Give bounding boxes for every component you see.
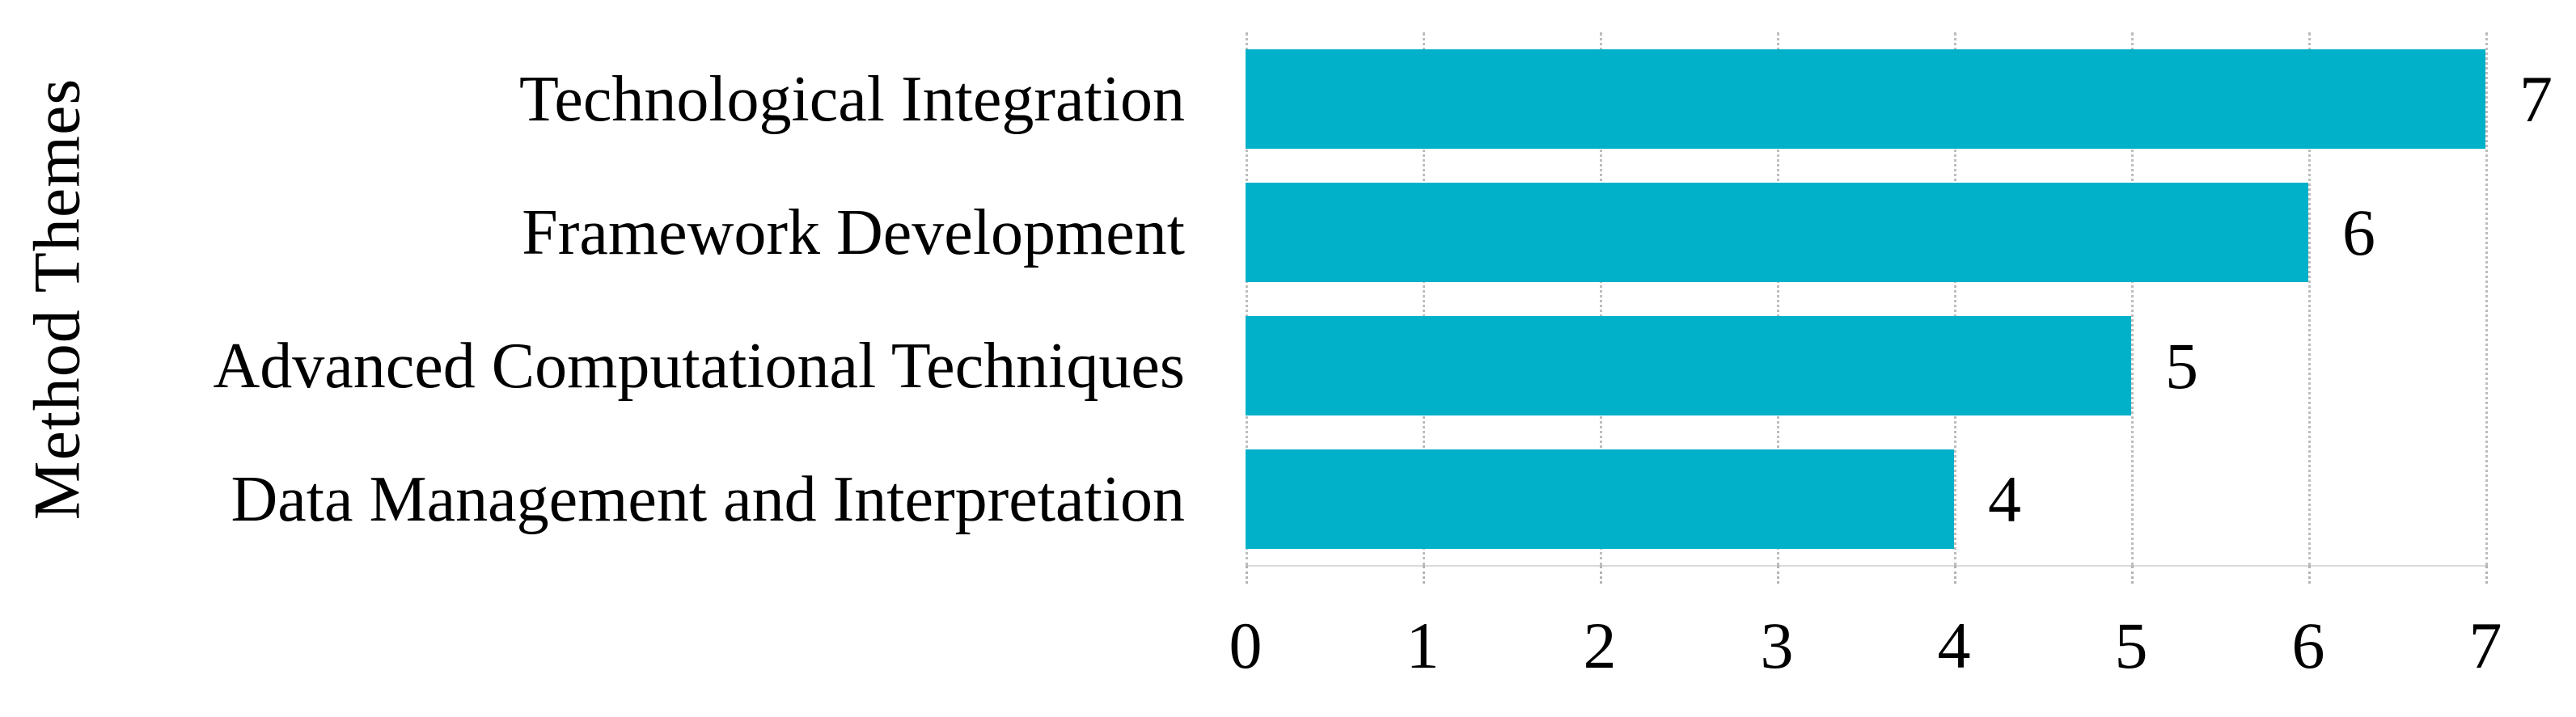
x-tick-label: 4	[1937, 609, 1971, 682]
category-row: Framework Development	[105, 166, 1185, 299]
category-label: Data Management and Interpretation	[231, 463, 1186, 535]
gridline	[2131, 32, 2134, 566]
category-row: Technological Integration	[105, 32, 1185, 166]
bar-slot: 6	[1246, 166, 2485, 299]
gridline	[2485, 32, 2488, 566]
gridline	[2308, 32, 2311, 566]
category-label: Framework Development	[522, 196, 1185, 268]
plot-area: 7 6 5 4	[1246, 32, 2553, 584]
x-tick-label: 1	[1406, 609, 1440, 682]
gridline	[1600, 32, 1602, 566]
category-row: Advanced Computational Techniques	[105, 299, 1185, 432]
bar	[1246, 449, 1954, 549]
x-axis-tick-labels: 0 1 2 3 4 5 6 7	[1229, 609, 2502, 694]
x-tick-label: 0	[1229, 609, 1263, 682]
bar-value-label: 7	[2519, 61, 2553, 136]
bar-slot: 7	[1246, 32, 2553, 166]
bar	[1246, 49, 2485, 149]
bar-value-label: 5	[2165, 328, 2198, 403]
y-axis-title-text: Method Themes	[19, 78, 93, 521]
axis-tick-mark	[1246, 566, 1248, 584]
bar-value-label: 4	[1988, 462, 2021, 536]
axis-tick-mark	[1600, 566, 1602, 584]
axis-tick-mark	[2485, 566, 2488, 584]
gridline	[1423, 32, 1425, 566]
x-tick-label: 6	[2291, 609, 2325, 682]
bar-slot: 4	[1246, 432, 2485, 566]
y-axis-title: Method Themes	[8, 32, 105, 566]
x-tick-label: 5	[2114, 609, 2148, 682]
axis-tick-mark	[1954, 566, 1956, 584]
bar	[1246, 183, 2308, 282]
axis-tick-mark	[1423, 566, 1425, 584]
x-tick-label: 2	[1583, 609, 1617, 682]
gridline	[1777, 32, 1779, 566]
category-row: Data Management and Interpretation	[105, 432, 1186, 566]
gridline	[1954, 32, 1956, 566]
bar-value-label: 6	[2342, 195, 2375, 269]
axis-tick-mark	[2131, 566, 2134, 584]
category-label: Advanced Computational Techniques	[213, 330, 1185, 402]
axis-tick-mark	[1777, 566, 1779, 584]
x-axis-line	[1246, 565, 2485, 567]
category-label: Technological Integration	[519, 63, 1185, 135]
x-tick-label: 7	[2468, 609, 2502, 682]
bar-slot: 5	[1246, 299, 2485, 432]
bar	[1246, 316, 2131, 415]
category-axis-labels: Technological Integration Framework Devel…	[105, 32, 1185, 566]
gridline	[1246, 32, 1248, 566]
axis-tick-mark	[2308, 566, 2311, 584]
x-tick-label: 3	[1760, 609, 1794, 682]
